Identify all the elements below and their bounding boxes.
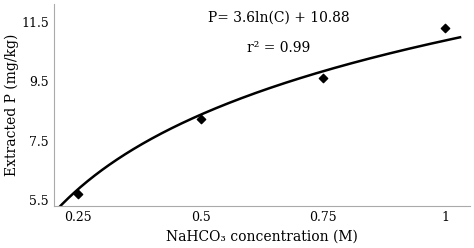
X-axis label: NaHCO₃ concentration (M): NaHCO₃ concentration (M) — [166, 230, 358, 244]
Text: r² = 0.99: r² = 0.99 — [247, 41, 310, 55]
Point — [74, 192, 82, 196]
Text: P= 3.6ln(C) + 10.88: P= 3.6ln(C) + 10.88 — [208, 10, 349, 24]
Point — [319, 76, 327, 80]
Point — [197, 117, 204, 121]
Y-axis label: Extracted P (mg/kg): Extracted P (mg/kg) — [4, 34, 18, 177]
Point — [442, 26, 449, 30]
